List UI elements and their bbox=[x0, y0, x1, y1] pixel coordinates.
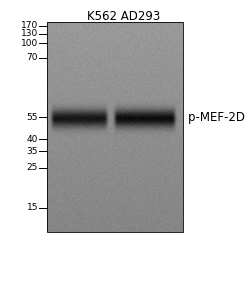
Text: 130: 130 bbox=[21, 29, 38, 38]
Text: K562 AD293: K562 AD293 bbox=[87, 10, 161, 23]
Text: 170: 170 bbox=[21, 22, 38, 31]
Bar bbox=[47, 22, 183, 232]
Text: 70: 70 bbox=[27, 53, 38, 62]
Text: 100: 100 bbox=[21, 38, 38, 47]
Text: 15: 15 bbox=[27, 203, 38, 212]
Text: 35: 35 bbox=[27, 146, 38, 155]
Text: p-MEF-2D (S444): p-MEF-2D (S444) bbox=[188, 112, 248, 124]
Text: 25: 25 bbox=[27, 164, 38, 172]
Text: 55: 55 bbox=[27, 112, 38, 122]
Text: 40: 40 bbox=[27, 134, 38, 143]
